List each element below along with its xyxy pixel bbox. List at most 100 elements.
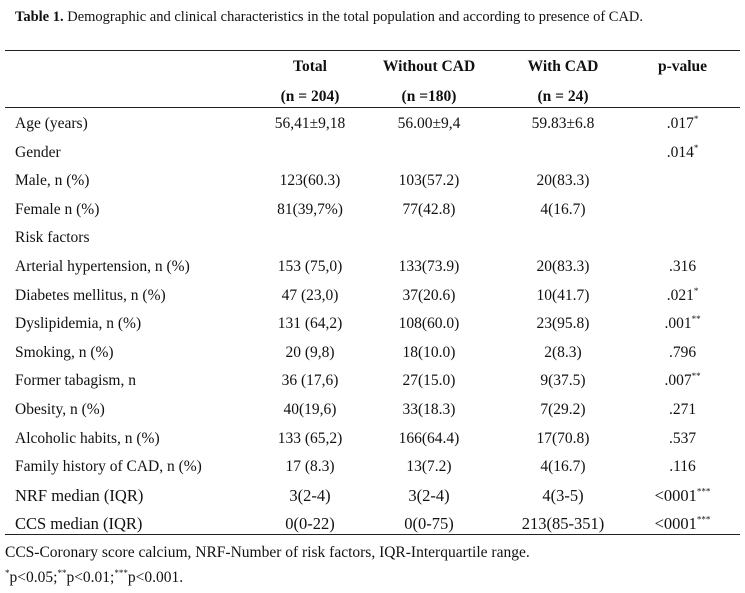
cell-p-value: .316 (668, 258, 697, 275)
cell-p-value: .014* (666, 142, 699, 161)
table-row: Gender .014* (0, 143, 745, 171)
footnote-abbreviations: CCS-Coronary score calcium, NRF-Number o… (5, 544, 530, 561)
row-label: Diabetes mellitus, n (%) (15, 286, 166, 304)
footnote: CCS-Coronary score calcium, NRF-Number o… (5, 540, 740, 590)
table-row: Smoking, n (%) 20 (9,8) 18(10.0) 2(8.3) .796 (0, 343, 745, 371)
table-caption-text: Demographic and clinical characteristics… (63, 9, 644, 25)
cell-without-cad: 133(73.9) (398, 258, 460, 275)
table-row: Age (years) 56,41±9,18 56.00±9,4 59.83±6.8.… (0, 114, 745, 142)
cell-with-cad: 4(3-5) (542, 485, 584, 505)
cell-with-cad: 10(41.7) (536, 286, 590, 304)
col-header-n: (n = 24) (537, 88, 589, 105)
table-row: Obesity, n (%) 40(19,6) 33(18.3) 7(29.2) .27… (0, 400, 745, 428)
table-row: Former tabagism, n 36 (17,6) 27(15.0) 9(37.… (0, 371, 745, 399)
cell-total: 56,41±9,18 (274, 115, 346, 132)
cell-p-value: .796 (668, 343, 697, 361)
cell-without-cad: 13(7.2) (406, 458, 452, 476)
bottom-rule (5, 534, 740, 535)
cell-with-cad: 213(85-351) (521, 514, 605, 534)
cell-p-value: .116 (669, 458, 696, 476)
significance-marker: ** (691, 314, 701, 325)
row-label: Former tabagism, n (15, 372, 136, 390)
row-label: Female n (%) (15, 200, 100, 218)
cell-without-cad: 77(42.8) (402, 200, 456, 218)
table-row: NRF median (IQR) 3(2-4) 3(2-4) 4(3-5) <0001*… (0, 486, 745, 514)
footnote-significance: *p<0.05;**p<0.01;***p<0.001. (5, 567, 184, 586)
col-header-title: p-value (657, 58, 708, 75)
table-row: CCS median (IQR) 0(0-22) 0(0-75) 213(85-351… (0, 514, 745, 542)
row-label: Age (years) (15, 115, 88, 132)
table-row: Diabetes mellitus, n (%) 47 (23,0) 37(20.6… (0, 286, 745, 314)
cell-total: 81(39,7%) (277, 200, 343, 218)
header-rule (5, 107, 740, 108)
cell-with-cad: 20(83.3) (536, 258, 590, 275)
cell-p-value: .271 (668, 401, 697, 418)
cell-total: 0(0-22) (285, 514, 335, 534)
cell-p-value: <0001*** (654, 485, 711, 505)
row-label: Alcoholic habits, n (%) (15, 429, 160, 447)
col-header-title: With CAD (527, 58, 599, 75)
table-row: Family history of CAD, n (%) 17 (8.3) 13(7… (0, 457, 745, 485)
cell-total: 20 (9,8) (285, 343, 335, 361)
col-header-without-cad: Without CAD (n =180) (370, 57, 488, 107)
col-header-p-value: p-value (630, 57, 735, 77)
top-rule (5, 50, 740, 51)
col-header-total: Total (n = 204) (255, 57, 365, 107)
cell-with-cad: 23(95.8) (536, 315, 590, 333)
table-caption: Table 1. Demographic and clinical charac… (15, 7, 735, 27)
significance-marker: *** (696, 486, 711, 497)
cell-p-value: .537 (668, 429, 697, 447)
cell-without-cad: 166(64.4) (398, 429, 460, 447)
cell-total: 40(19,6) (283, 401, 337, 418)
cell-without-cad: 103(57.2) (398, 172, 460, 190)
col-header-title: Total (293, 58, 327, 75)
col-header-with-cad: With CAD (n = 24) (503, 57, 623, 107)
cell-with-cad: 7(29.2) (540, 401, 586, 418)
row-label: Smoking, n (%) (15, 343, 114, 361)
col-header-title: Without CAD (382, 58, 476, 75)
cell-total: 47 (23,0) (281, 286, 339, 304)
cell-total: 36 (17,6) (281, 372, 339, 390)
cell-without-cad: 33(18.3) (402, 401, 456, 418)
significance-marker: * (693, 142, 699, 153)
cell-without-cad: 56.00±9,4 (397, 115, 461, 132)
cell-p-value: <0001*** (654, 514, 711, 534)
col-header-n: (n = 204) (280, 88, 340, 105)
table-row: Male, n (%) 123(60.3) 103(57.2) 20(83.3) (0, 171, 745, 199)
row-label: Risk factors (15, 229, 90, 247)
cell-total: 131 (64,2) (277, 315, 343, 333)
cell-p-value: .017* (666, 113, 699, 132)
cell-total: 3(2-4) (289, 485, 331, 505)
table-row: Alcoholic habits, n (%) 133 (65,2) 166(64.… (0, 429, 745, 457)
cell-total: 153 (75,0) (277, 258, 343, 275)
table-label: Table 1. (15, 9, 64, 25)
cell-total: 17 (8.3) (285, 458, 335, 476)
cell-total: 123(60.3) (279, 172, 341, 190)
cell-without-cad: 0(0-75) (404, 514, 454, 534)
cell-with-cad: 17(70.8) (536, 429, 590, 447)
cell-without-cad: 108(60.0) (398, 315, 460, 333)
table-row: Dyslipidemia, n (%) 131 (64,2) 108(60.0) 23… (0, 314, 745, 342)
cell-p-value: .001** (664, 314, 701, 333)
table-row: Risk factors (0, 228, 745, 256)
row-label: Male, n (%) (15, 172, 90, 190)
row-label: Family history of CAD, n (%) (15, 458, 202, 476)
row-label: Gender (15, 143, 61, 161)
table-row: Arterial hypertension, n (%) 153 (75,0) 13… (0, 257, 745, 285)
row-label: CCS median (IQR) (15, 514, 143, 534)
row-label: Arterial hypertension, n (%) (15, 258, 190, 275)
significance-marker: * (693, 285, 699, 296)
cell-with-cad: 20(83.3) (536, 172, 590, 190)
significance-marker: * (693, 113, 699, 124)
significance-marker: ** (691, 371, 701, 382)
col-header-n: (n =180) (401, 88, 457, 105)
cell-p-value: .021* (666, 285, 699, 304)
cell-p-value: .007** (664, 371, 701, 390)
cell-with-cad: 4(16.7) (540, 458, 586, 476)
cell-without-cad: 18(10.0) (402, 343, 456, 361)
cell-with-cad: 4(16.7) (540, 200, 586, 218)
cell-with-cad: 59.83±6.8 (531, 115, 595, 132)
row-label: Dyslipidemia, n (%) (15, 315, 142, 333)
cell-with-cad: 9(37.5) (540, 372, 586, 390)
row-label: NRF median (IQR) (15, 485, 144, 505)
